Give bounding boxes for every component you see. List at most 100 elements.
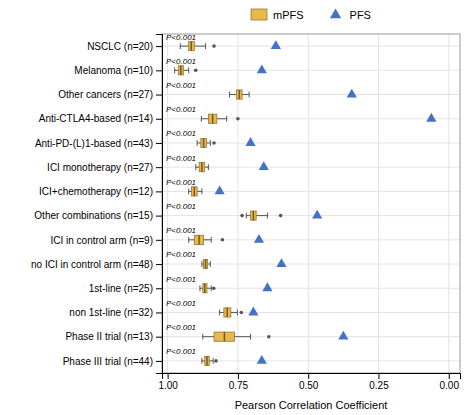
box (237, 90, 243, 99)
flier (267, 335, 271, 339)
x-tick-mark (378, 373, 379, 379)
p-value: P<0.001 (166, 178, 196, 187)
whisker-cap (210, 140, 211, 146)
whisker-cap (210, 261, 211, 267)
median (180, 66, 182, 75)
whisker (246, 215, 267, 216)
y-tick-label: Melanoma (n=10) (74, 65, 153, 76)
y-tick-mark (156, 312, 162, 313)
y-tick: Phase II trial (n=13) (65, 331, 162, 342)
point (312, 210, 322, 219)
y-tick-label: non 1st-line (n=32) (69, 307, 153, 318)
annotations: P<0.001 P<0.001 P<0.001 P<0.001 P<0.001 P<0.0… (166, 33, 196, 357)
grid-line-y (162, 239, 460, 240)
y-tick-mark (156, 143, 162, 144)
p-value: P<0.001 (166, 57, 196, 66)
grid-line-y (162, 70, 460, 71)
x-tick-mark (449, 373, 450, 379)
whisker-cap (201, 261, 202, 267)
median (190, 42, 192, 51)
whisker-cap (211, 237, 212, 243)
x-tick-mark (238, 373, 239, 379)
x-tick-label: 0.00 (440, 380, 460, 391)
x-tick-label: 1.00 (158, 380, 178, 391)
chart: 1.000.750.500.250.00NSCLC (n=20)Melanoma… (0, 0, 474, 415)
point (257, 64, 267, 73)
median (212, 114, 214, 123)
whisker-cap (201, 116, 202, 122)
p-value: P<0.001 (166, 81, 196, 90)
flier (212, 44, 216, 48)
x-tick: 1.00 (158, 373, 178, 391)
y-tick-mark (156, 337, 162, 338)
whisker-cap (250, 334, 251, 340)
x-tick-mark (308, 373, 309, 379)
marks (175, 40, 437, 365)
grid-line-y (162, 312, 460, 313)
legend-label: mPFS (273, 9, 304, 21)
flier (240, 214, 244, 218)
point (254, 234, 264, 243)
p-value: P<0.001 (166, 154, 196, 163)
point (248, 307, 258, 316)
y-tick-mark (156, 288, 162, 289)
y-tick-label: 1st-line (n=25) (89, 283, 153, 294)
box (224, 308, 231, 317)
whisker-cap (202, 334, 203, 340)
y-tick-mark (156, 361, 162, 362)
grid-line-y (162, 191, 460, 192)
flier (239, 311, 243, 315)
y-tick-mark (156, 70, 162, 71)
box (251, 211, 257, 220)
flier (212, 141, 216, 145)
y-tick-label: Other cancers (n=27) (58, 89, 153, 100)
box (189, 42, 195, 51)
median (253, 211, 255, 220)
y-tick-label: Anti-PD-(L)1-based (n=43) (35, 138, 153, 149)
box (214, 332, 235, 341)
whisker-cap (180, 43, 181, 49)
median (194, 187, 196, 196)
grid-line-y (162, 46, 460, 47)
y-tick-label: ICI+chemotherapy (n=12) (39, 186, 153, 197)
box (199, 163, 205, 172)
p-value: P<0.001 (166, 129, 196, 138)
box (201, 138, 207, 147)
whisker-cap (195, 164, 196, 170)
y-tick: Anti-PD-(L)1-based (n=43) (35, 138, 162, 149)
grid-line-y (162, 167, 460, 168)
legend-item: mPFS (251, 9, 304, 21)
flier (194, 69, 198, 73)
y-tick-mark (156, 167, 162, 168)
median (198, 235, 200, 244)
median (204, 284, 206, 293)
flier (279, 214, 283, 218)
median (201, 163, 203, 172)
point (271, 40, 281, 49)
x-tick-label: 0.75 (229, 380, 249, 391)
y-tick-label: ICI in control arm (n=9) (50, 235, 153, 246)
whisker-cap (188, 237, 189, 243)
x-axis-line (163, 374, 461, 380)
y-tick-mark (156, 191, 162, 192)
p-value: P<0.001 (166, 275, 196, 284)
point (276, 258, 286, 267)
point (338, 331, 348, 340)
whisker-cap (211, 285, 212, 291)
y-tick: NSCLC (n=20) (87, 41, 162, 52)
legend: mPFS PFS (251, 8, 371, 20)
box (178, 66, 183, 75)
whisker-cap (226, 116, 227, 122)
median (224, 332, 226, 341)
y-tick-mark (156, 95, 162, 96)
whisker-cap (249, 92, 250, 98)
flier (221, 238, 225, 242)
p-value: P<0.001 (166, 33, 196, 42)
grid (162, 34, 460, 373)
median (203, 138, 205, 147)
y-tick-mark (156, 119, 162, 120)
y-tick: ICI+chemotherapy (n=12) (39, 186, 162, 197)
p-value: P<0.001 (166, 347, 196, 356)
legend-item: PFS (330, 8, 371, 20)
whisker-cap (199, 285, 200, 291)
